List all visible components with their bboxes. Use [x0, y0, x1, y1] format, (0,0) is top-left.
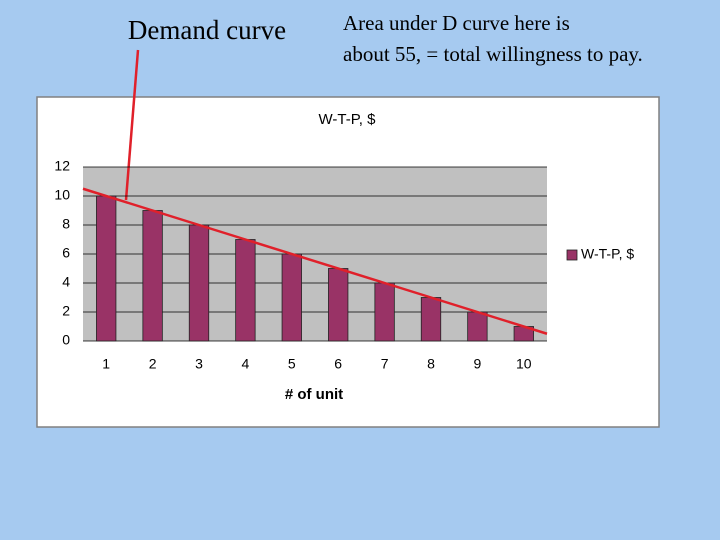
x-tick-label: 3	[195, 356, 203, 372]
y-tick-label: 8	[62, 216, 70, 232]
annotation-pointer	[124, 49, 140, 201]
bar	[328, 268, 349, 342]
x-tick-label: 2	[149, 356, 157, 372]
legend-swatch	[566, 249, 578, 261]
annotation: Demand curve	[128, 15, 286, 45]
x-tick-label: 9	[474, 356, 482, 372]
x-axis-label: # of unit	[285, 386, 343, 403]
y-tick-label: 6	[62, 245, 70, 261]
chart-title: W-T-P, $	[319, 111, 377, 128]
x-tick-label: 6	[334, 356, 342, 372]
x-tick-label: 10	[516, 356, 532, 372]
y-tick-label: 2	[62, 303, 70, 319]
bar	[96, 195, 117, 342]
bar	[281, 253, 302, 342]
y-tick-label: 0	[62, 332, 70, 348]
x-tick-label: 8	[427, 356, 435, 372]
bar	[467, 311, 488, 342]
y-tick-label: 4	[62, 274, 70, 290]
x-tick-label: 5	[288, 356, 296, 372]
bar	[420, 297, 442, 342]
bar	[188, 224, 210, 342]
bar	[142, 210, 163, 342]
x-tick-label: 1	[102, 356, 110, 372]
legend-label: W-T-P, $	[581, 246, 634, 262]
demand-curve	[82, 187, 548, 335]
x-tick-label: 7	[381, 356, 389, 372]
bar	[235, 239, 256, 342]
annotation: about 55, = total willingness to pay.	[343, 42, 643, 66]
annotation: Area under D curve here is	[343, 11, 570, 35]
y-tick-label: 12	[54, 158, 70, 174]
y-tick-label: 10	[54, 187, 70, 203]
bar	[374, 282, 395, 342]
x-tick-label: 4	[242, 356, 250, 372]
